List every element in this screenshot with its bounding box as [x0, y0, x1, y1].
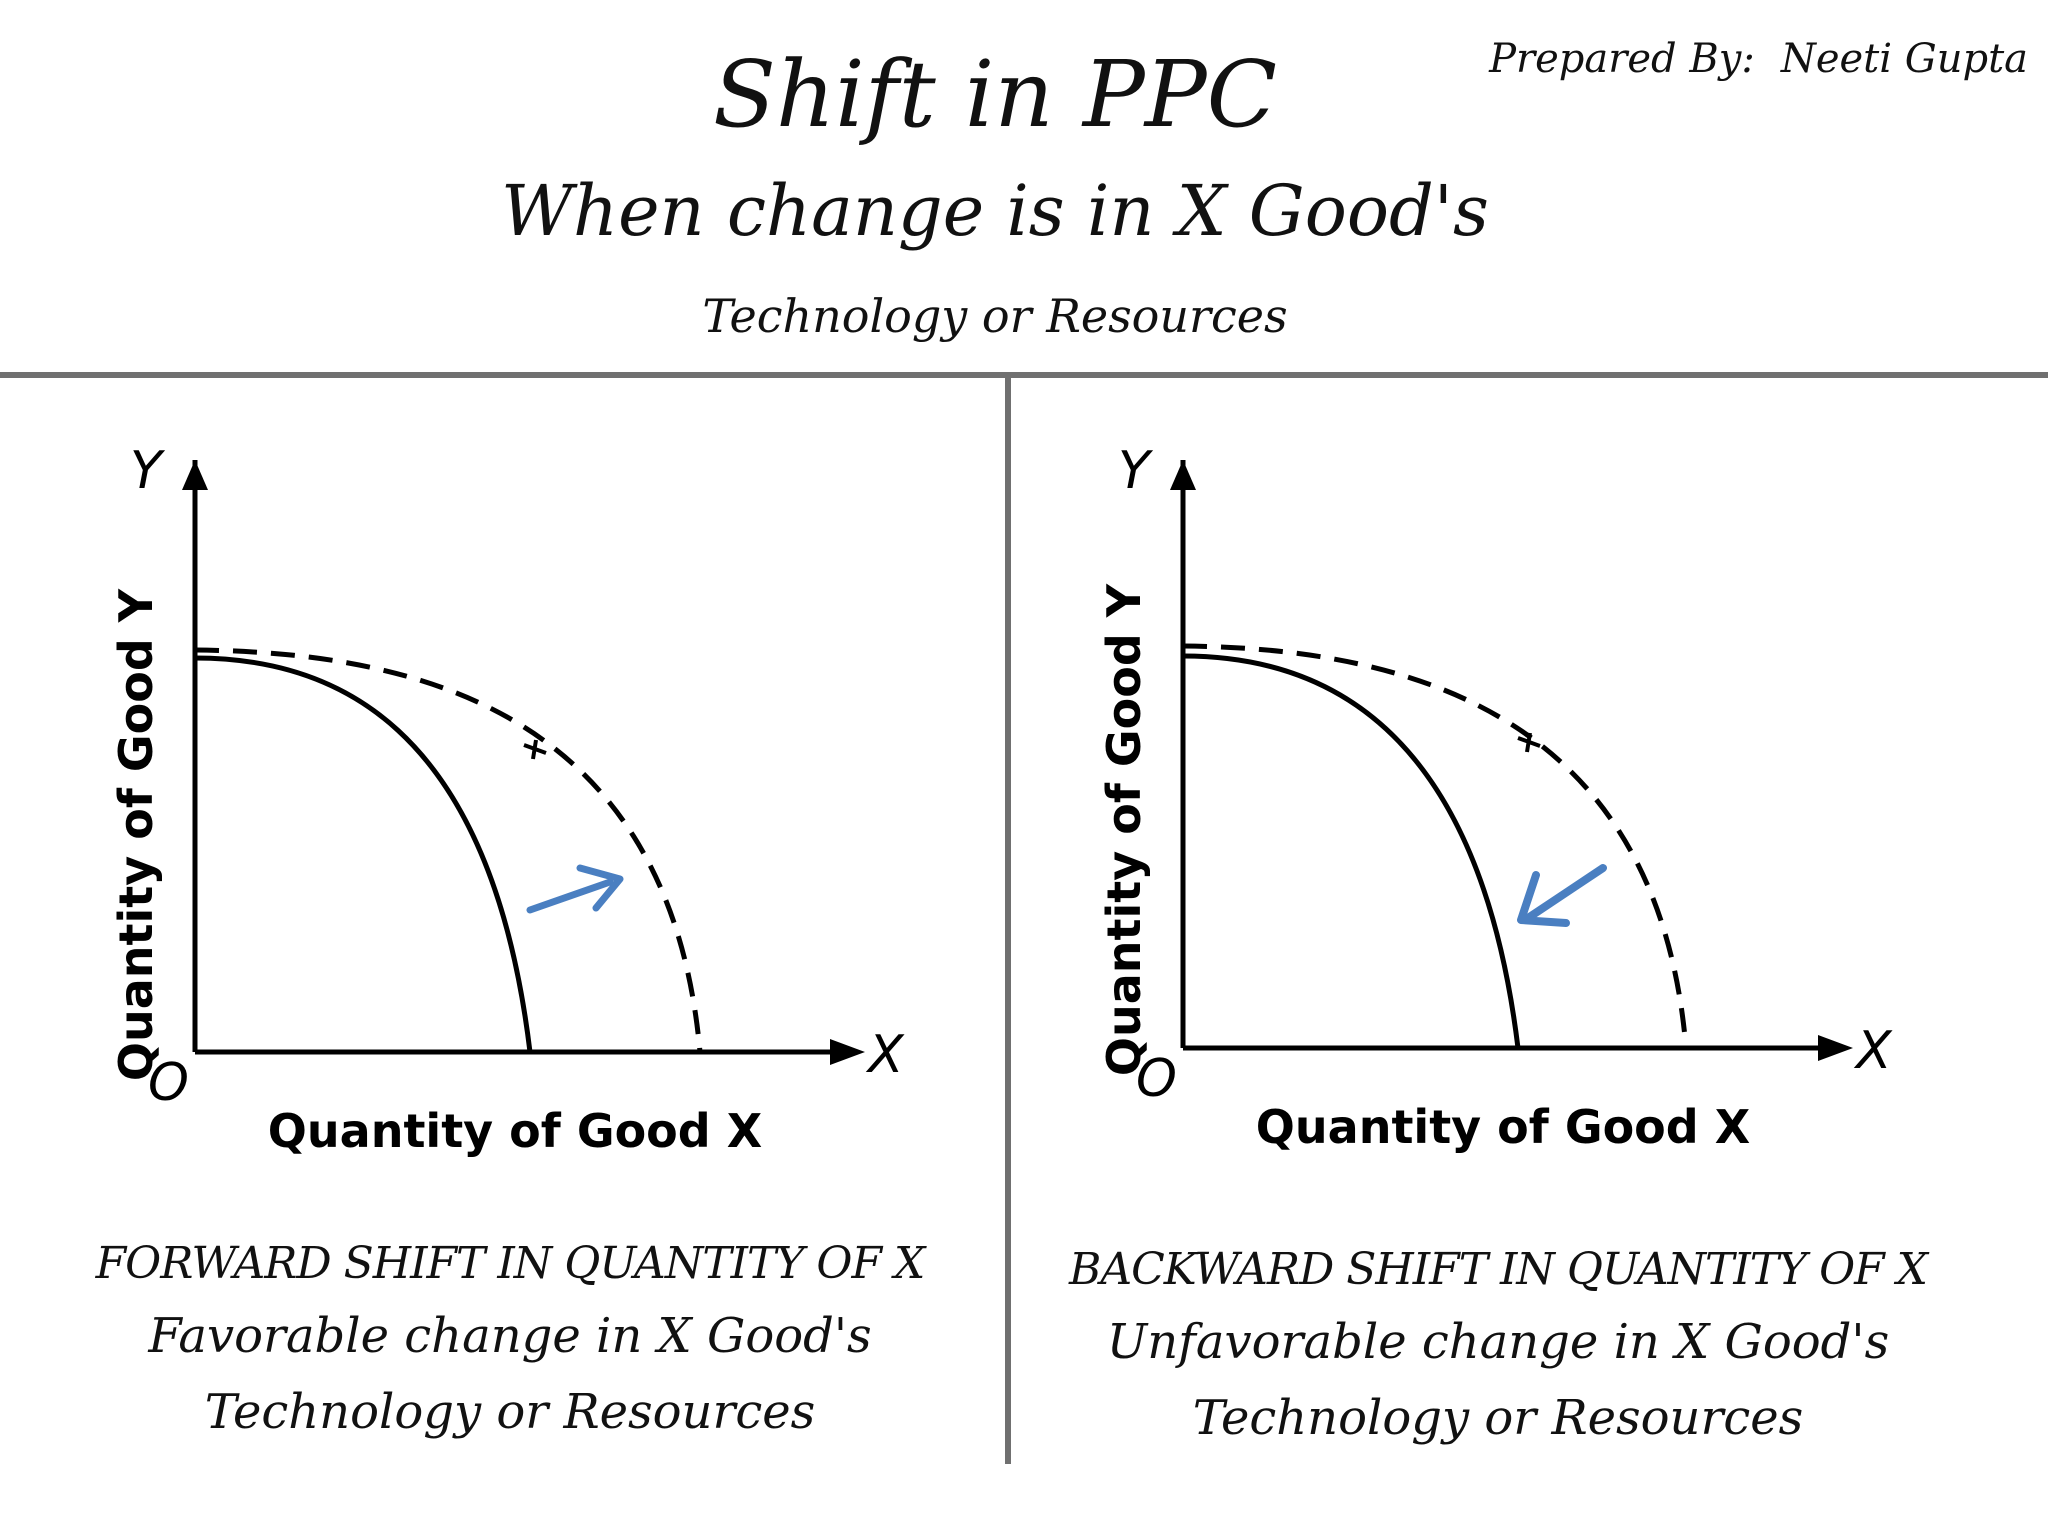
horizontal-divider — [0, 372, 2048, 378]
panel-forward-shift: Y X O Quantity of Good Y Quantity of Goo… — [30, 420, 990, 1480]
curve-point-mark — [523, 739, 547, 760]
ppc-shifted-curve — [194, 647, 703, 1053]
ppc-shifted-curve — [1182, 643, 1689, 1049]
ppc-graph-backward: Y X O Quantity of Good Y Quantity of Goo… — [1097, 441, 1893, 1154]
caption-line-2: Favorable change in X Good's — [148, 1308, 872, 1364]
caption-line-3: Technology or Resources — [204, 1384, 816, 1440]
caption-line-2: Unfavorable change in X Good's — [1106, 1314, 1890, 1370]
y-axis-arrowhead — [1170, 460, 1196, 490]
page-subsubtitle: Technology or Resources — [702, 289, 1288, 343]
x-axis-arrowhead — [1818, 1035, 1853, 1061]
credit-name: Neeti Gupta — [1780, 36, 2028, 82]
caption-line-3: Technology or Resources — [1192, 1390, 1804, 1446]
ppc-original-curve — [194, 655, 533, 1053]
y-axis-arrowhead — [182, 460, 208, 490]
y-axis-letter: Y — [130, 441, 166, 501]
shift-arrowhead — [1517, 871, 1570, 927]
shift-arrowhead — [576, 864, 624, 912]
x-axis-label: Quantity of Good X — [268, 1104, 762, 1158]
caption-heading: FORWARD SHIFT IN QUANTITY OF X — [95, 1238, 926, 1289]
caption-heading: BACKWARD SHIFT IN QUANTITY OF X — [1068, 1244, 1928, 1295]
page-title: Shift in PPC — [712, 41, 1278, 148]
author-credit: Prepared By: Neeti Gupta — [1489, 36, 2028, 82]
panel-backward-shift: Y X O Quantity of Good Y Quantity of Goo… — [1018, 420, 1978, 1480]
curve-point-mark — [1517, 732, 1541, 753]
origin-letter: O — [148, 1053, 189, 1113]
ppc-original-curve — [1182, 653, 1521, 1049]
credit-label: Prepared By: — [1489, 36, 1755, 82]
origin-letter: O — [1136, 1049, 1177, 1109]
shift-arrow — [526, 878, 614, 914]
shift-arrow — [1524, 864, 1607, 922]
y-axis-letter: Y — [1118, 441, 1154, 501]
x-axis-arrowhead — [830, 1039, 865, 1065]
y-axis-label: Quantity of Good Y — [109, 588, 163, 1081]
x-axis-letter: X — [865, 1025, 905, 1085]
ppc-graph-forward: Y X O Quantity of Good Y Quantity of Goo… — [109, 441, 905, 1158]
x-axis-label: Quantity of Good X — [1256, 1100, 1750, 1154]
x-axis-letter: X — [1853, 1021, 1893, 1081]
page-subtitle: When change is in X Good's — [501, 170, 1489, 252]
vertical-divider — [1005, 378, 1011, 1464]
y-axis-label: Quantity of Good Y — [1097, 583, 1151, 1076]
